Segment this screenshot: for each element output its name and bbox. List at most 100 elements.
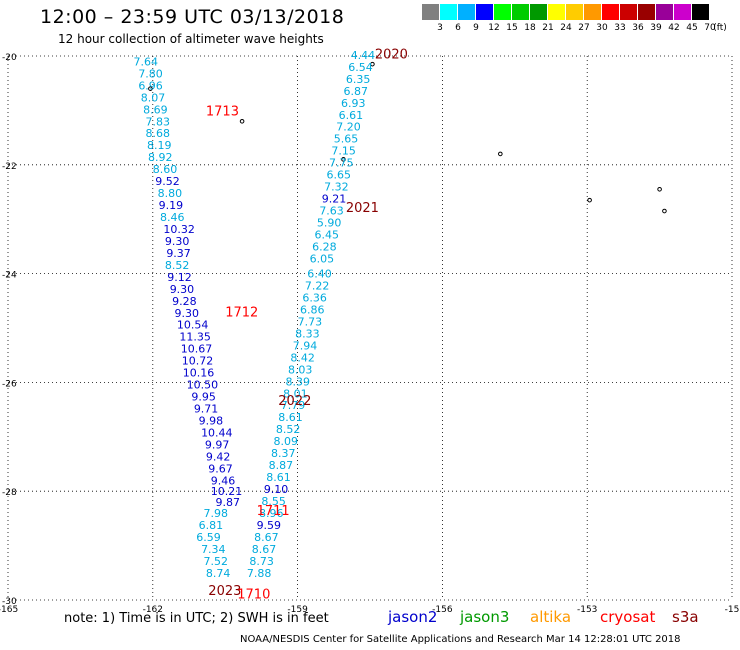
wave-height-label: 7.75 — [329, 157, 354, 170]
island-marker — [498, 151, 503, 157]
wave-height-label: 9.42 — [206, 450, 231, 463]
wave-height-label: 9.21 — [322, 193, 347, 206]
color-legend-tick: 33 — [614, 23, 626, 33]
wave-height-label: 9.52 — [155, 175, 180, 188]
island-marker — [148, 86, 153, 91]
wave-height-label: 7.79 — [281, 399, 306, 412]
island-marker — [239, 118, 245, 124]
axes: -165 -162 -159 -156 -153 -15 -20 -22 -24 -26 -28 -3… — [0, 53, 739, 615]
color-swatch — [566, 4, 583, 20]
x-tick-label: -15 — [725, 605, 740, 615]
chart-title: 12:00 – 23:59 UTC 03/13/2018 — [40, 6, 345, 28]
wave-height-label: 8.37 — [271, 447, 296, 460]
wave-height-label: 7.94 — [293, 339, 318, 352]
wave-height-label: 8.73 — [249, 555, 273, 568]
color-swatch — [458, 4, 475, 20]
wave-height-label: 8.80 — [158, 187, 183, 200]
wave-height-label: 6.54 — [348, 61, 373, 74]
wave-height-label: 7.20 — [336, 121, 361, 134]
wave-height-label: 7.88 — [247, 567, 271, 580]
mission-cryosat: cryosat — [600, 608, 656, 626]
wave-height-label: 8.61 — [266, 471, 291, 484]
wave-height-label: 8.09 — [273, 435, 298, 448]
color-swatch — [674, 4, 691, 20]
wave-height-label: 6.61 — [339, 109, 364, 122]
color-swatch — [692, 4, 709, 20]
wave-height-label: 6.36 — [302, 292, 327, 305]
wave-height-label: 4.44 — [351, 49, 376, 62]
footer-credit: NOAA/NESDIS Center for Satellite Applica… — [240, 634, 681, 645]
wave-height-label: 6.87 — [343, 85, 368, 98]
wave-height-label: 9.12 — [167, 271, 192, 284]
color-swatch — [620, 4, 637, 20]
wave-height-label: 11.35 — [179, 331, 211, 344]
wave-height-label: 7.22 — [305, 280, 330, 293]
wave-height-label: 8.19 — [147, 139, 172, 152]
wave-height-label: 6.93 — [341, 97, 366, 110]
wave-height-label: 7.64 — [133, 55, 158, 68]
wave-height-label: 10.54 — [177, 319, 209, 332]
pass-time-label: 1710 — [237, 587, 270, 602]
island-marker — [657, 186, 662, 192]
wave-height-label: 8.68 — [146, 127, 171, 140]
wave-height-label: 8.03 — [288, 363, 313, 376]
wave-height-label: 9.95 — [191, 391, 216, 404]
color-legend-tick: 18 — [524, 23, 536, 33]
pass-time-label: 2023 — [208, 584, 241, 599]
color-swatch — [548, 4, 565, 20]
wave-height-label: 10.67 — [181, 343, 213, 356]
y-tick-label: -22 — [2, 162, 17, 172]
wave-height-label: 7.15 — [331, 145, 356, 158]
wave-height-label: 6.81 — [199, 519, 224, 532]
wave-height-label: 8.52 — [276, 423, 301, 436]
wave-height-label: 10.16 — [183, 367, 215, 380]
y-tick-label: -24 — [2, 271, 17, 281]
x-tick-label: -156 — [432, 605, 453, 615]
pass-time-label: 2020 — [375, 47, 408, 62]
wave-height-label: 6.45 — [314, 228, 339, 241]
wave-height-label: 9.10 — [264, 483, 289, 496]
x-tick-label: -162 — [143, 605, 163, 615]
wave-height-label: 9.97 — [205, 438, 230, 451]
wave-height-label: 10.21 — [211, 485, 243, 498]
wave-height-label: 6.96 — [138, 79, 163, 92]
mission-jason3: jason3 — [460, 608, 510, 626]
mission-jason2: jason2 — [388, 608, 438, 626]
wave-height-labels: 7.647.806.968.078.697.838.688.198.928.60… — [133, 49, 375, 580]
wave-height-label: 9.19 — [159, 199, 184, 212]
color-legend-tick: 24 — [560, 23, 572, 33]
wave-height-label: 9.71 — [194, 403, 219, 416]
y-tick-label: -30 — [2, 597, 17, 607]
color-legend-tick: 70 — [704, 23, 716, 33]
wave-height-label: 5.90 — [317, 216, 342, 229]
color-legend-tick: 39 — [650, 23, 662, 33]
wave-height-label: 8.69 — [143, 103, 168, 116]
color-swatch — [530, 4, 547, 20]
wave-height-label: 7.63 — [319, 204, 344, 217]
wave-height-label: 6.65 — [327, 169, 352, 182]
color-legend-tick: 42 — [668, 23, 680, 33]
color-swatch — [494, 4, 511, 20]
wave-height-label: 8.39 — [286, 375, 311, 388]
wave-height-label: 10.44 — [201, 426, 233, 439]
x-tick-label: -153 — [577, 605, 597, 615]
wave-height-label: 6.05 — [310, 252, 335, 265]
wave-height-label: 9.30 — [170, 283, 195, 296]
wave-height-label: 8.55 — [261, 495, 286, 508]
color-swatch — [476, 4, 493, 20]
color-legend-unit: (ft) — [713, 23, 727, 33]
wave-height-label: 8.67 — [254, 531, 279, 544]
wave-height-label: 8.61 — [278, 411, 303, 424]
pass-time-label: 1711 — [257, 504, 290, 519]
island-marker — [587, 197, 592, 203]
wave-height-label: 6.28 — [312, 240, 337, 253]
islands — [148, 61, 667, 214]
mission-s3a: s3a — [672, 608, 699, 626]
color-legend-tick: 36 — [632, 23, 644, 33]
wave-height-label: 9.98 — [199, 414, 224, 427]
chart-subtitle: 12 hour collection of altimeter wave hei… — [58, 32, 324, 46]
y-tick-label: -26 — [2, 379, 17, 389]
wave-height-label: 7.34 — [201, 543, 226, 556]
wave-height-label: 8.87 — [269, 459, 294, 472]
